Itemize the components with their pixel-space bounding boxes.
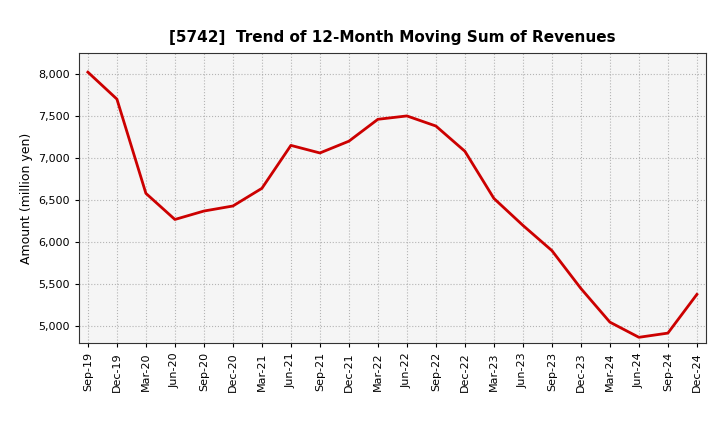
Title: [5742]  Trend of 12-Month Moving Sum of Revenues: [5742] Trend of 12-Month Moving Sum of R… xyxy=(169,29,616,45)
Y-axis label: Amount (million yen): Amount (million yen) xyxy=(20,132,33,264)
